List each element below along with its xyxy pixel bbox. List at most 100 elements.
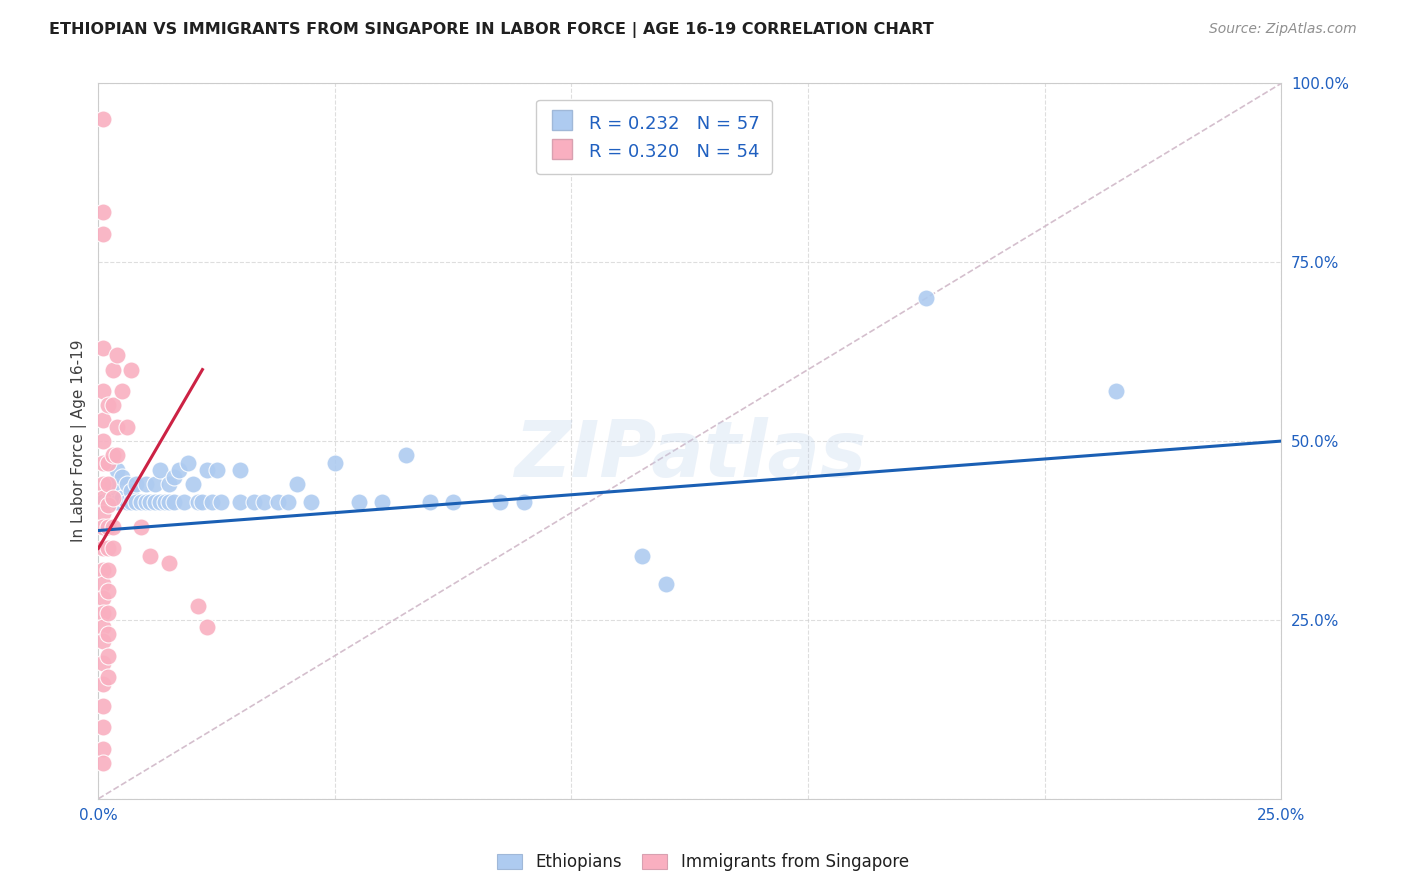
Point bbox=[91, 491, 114, 506]
Point bbox=[91, 541, 114, 556]
Point bbox=[205, 463, 228, 477]
Point bbox=[153, 495, 176, 509]
Point bbox=[91, 456, 114, 470]
Legend: R = 0.232   N = 57, R = 0.320   N = 54: R = 0.232 N = 57, R = 0.320 N = 54 bbox=[536, 100, 772, 174]
Point bbox=[101, 362, 124, 376]
Point bbox=[157, 477, 180, 491]
Point bbox=[97, 584, 120, 599]
Point bbox=[191, 495, 214, 509]
Point bbox=[101, 541, 124, 556]
Point bbox=[97, 520, 120, 534]
Point bbox=[418, 495, 440, 509]
Point bbox=[347, 495, 370, 509]
Point bbox=[101, 520, 124, 534]
Point bbox=[163, 470, 186, 484]
Point bbox=[91, 227, 114, 241]
Point bbox=[105, 463, 128, 477]
Point bbox=[163, 495, 186, 509]
Point bbox=[97, 398, 120, 412]
Point bbox=[243, 495, 266, 509]
Point bbox=[101, 449, 124, 463]
Point bbox=[371, 495, 394, 509]
Point bbox=[195, 620, 218, 634]
Point bbox=[105, 419, 128, 434]
Point bbox=[91, 620, 114, 634]
Point bbox=[91, 341, 114, 355]
Point bbox=[91, 477, 114, 491]
Point bbox=[143, 495, 166, 509]
Point bbox=[631, 549, 654, 563]
Point bbox=[129, 495, 152, 509]
Y-axis label: In Labor Force | Age 16-19: In Labor Force | Age 16-19 bbox=[72, 340, 87, 542]
Point bbox=[91, 677, 114, 691]
Point bbox=[91, 606, 114, 620]
Point bbox=[105, 449, 128, 463]
Point bbox=[299, 495, 322, 509]
Point bbox=[229, 495, 252, 509]
Point bbox=[91, 741, 114, 756]
Point bbox=[149, 463, 172, 477]
Point bbox=[91, 520, 114, 534]
Point bbox=[91, 591, 114, 606]
Point bbox=[111, 470, 134, 484]
Point bbox=[115, 419, 138, 434]
Point bbox=[91, 506, 114, 520]
Point bbox=[139, 495, 162, 509]
Point bbox=[277, 495, 299, 509]
Point bbox=[105, 495, 128, 509]
Point bbox=[1104, 384, 1126, 398]
Point bbox=[121, 495, 143, 509]
Point bbox=[489, 495, 512, 509]
Point bbox=[135, 477, 157, 491]
Point bbox=[121, 362, 143, 376]
Point bbox=[655, 577, 678, 591]
Point bbox=[97, 563, 120, 577]
Point bbox=[91, 577, 114, 591]
Point bbox=[187, 599, 209, 613]
Point bbox=[105, 348, 128, 362]
Point bbox=[157, 556, 180, 570]
Point bbox=[181, 477, 204, 491]
Point bbox=[97, 456, 120, 470]
Point bbox=[149, 495, 172, 509]
Point bbox=[91, 495, 114, 509]
Point bbox=[115, 495, 138, 509]
Point bbox=[97, 627, 120, 641]
Point bbox=[253, 495, 276, 509]
Point bbox=[111, 491, 134, 506]
Point bbox=[125, 477, 148, 491]
Point bbox=[267, 495, 290, 509]
Point bbox=[91, 563, 114, 577]
Point bbox=[121, 484, 143, 499]
Point bbox=[97, 495, 120, 509]
Text: Source: ZipAtlas.com: Source: ZipAtlas.com bbox=[1209, 22, 1357, 37]
Point bbox=[195, 463, 218, 477]
Point bbox=[167, 463, 190, 477]
Point bbox=[125, 495, 148, 509]
Text: ETHIOPIAN VS IMMIGRANTS FROM SINGAPORE IN LABOR FORCE | AGE 16-19 CORRELATION CH: ETHIOPIAN VS IMMIGRANTS FROM SINGAPORE I… bbox=[49, 22, 934, 38]
Point bbox=[97, 648, 120, 663]
Legend: Ethiopians, Immigrants from Singapore: Ethiopians, Immigrants from Singapore bbox=[489, 845, 917, 880]
Point bbox=[143, 477, 166, 491]
Point bbox=[115, 477, 138, 491]
Point bbox=[97, 606, 120, 620]
Point bbox=[91, 384, 114, 398]
Point bbox=[91, 412, 114, 426]
Point bbox=[177, 456, 200, 470]
Point bbox=[157, 495, 180, 509]
Point bbox=[441, 495, 464, 509]
Point bbox=[915, 291, 938, 305]
Point bbox=[91, 720, 114, 734]
Point bbox=[135, 495, 157, 509]
Point bbox=[97, 477, 120, 491]
Point bbox=[91, 205, 114, 219]
Point bbox=[139, 549, 162, 563]
Point bbox=[395, 449, 418, 463]
Point bbox=[229, 463, 252, 477]
Point bbox=[101, 398, 124, 412]
Point bbox=[111, 384, 134, 398]
Point bbox=[101, 477, 124, 491]
Point bbox=[101, 491, 124, 506]
Point bbox=[173, 495, 195, 509]
Text: ZIPatlas: ZIPatlas bbox=[513, 417, 866, 493]
